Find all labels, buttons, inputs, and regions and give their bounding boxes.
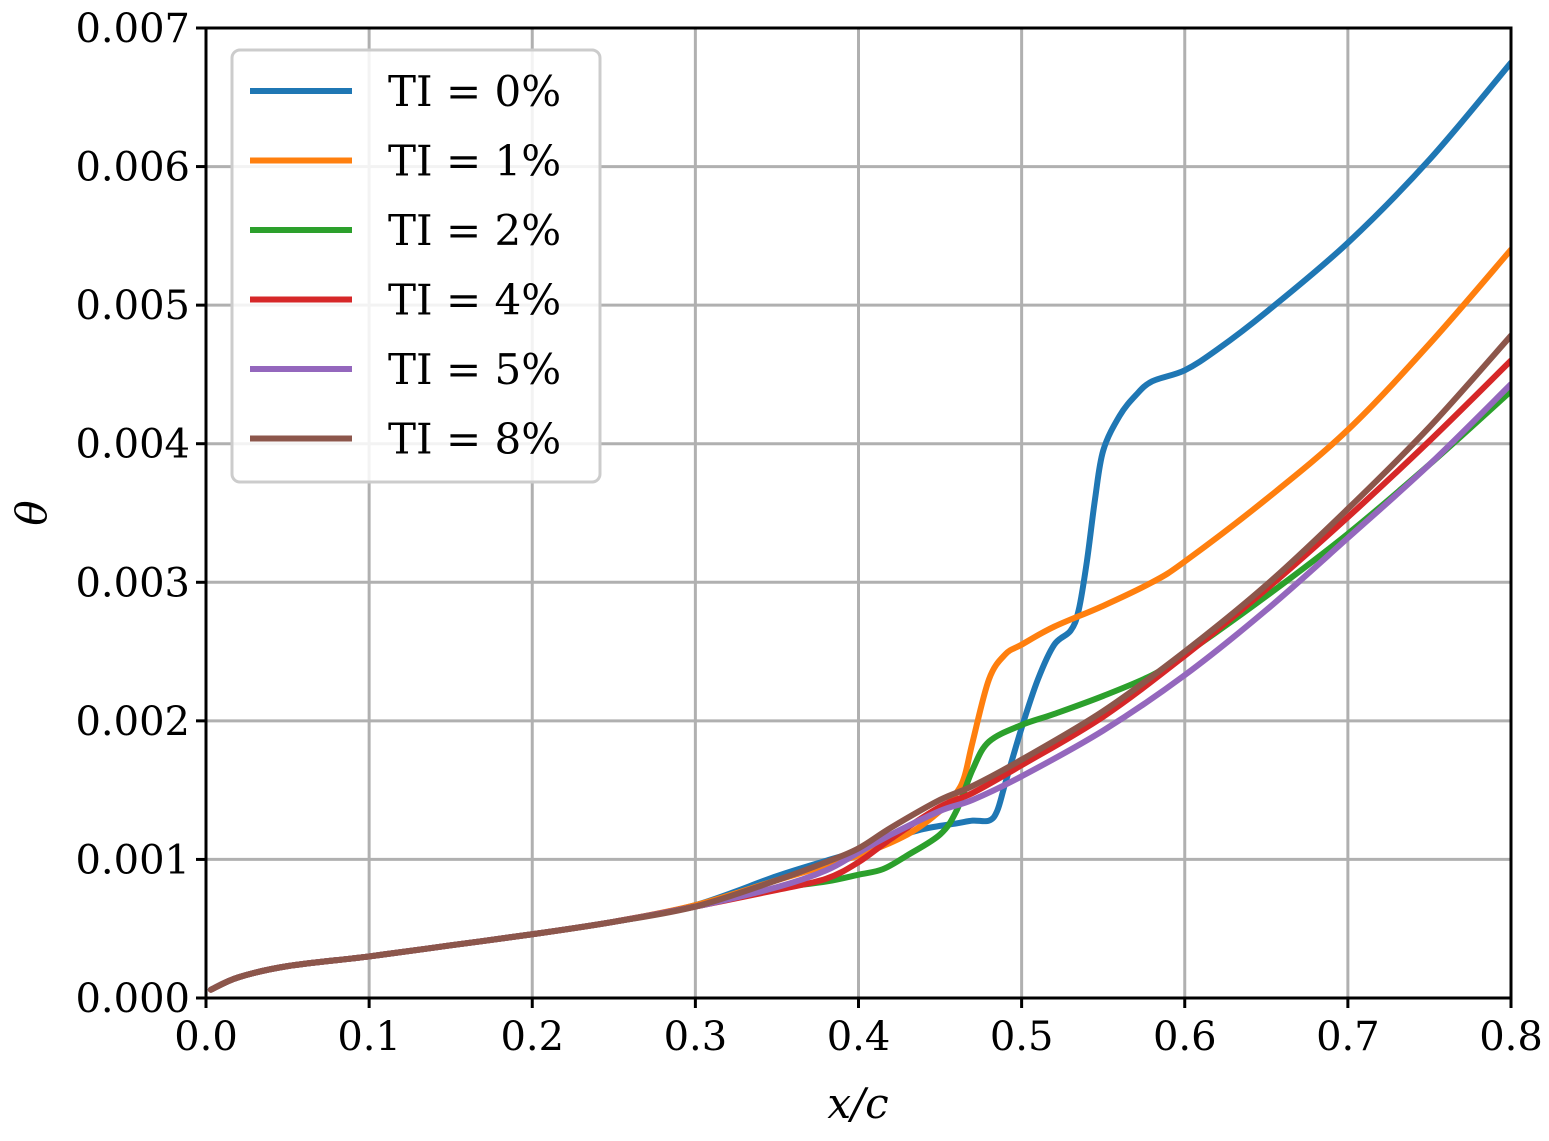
x-tick-label: 0.4 — [827, 1014, 891, 1060]
y-tick-label: 0.004 — [75, 422, 190, 468]
x-tick-label: 0.5 — [990, 1014, 1054, 1060]
y-axis-label: θ — [7, 500, 56, 525]
y-tick-label: 0.005 — [75, 283, 190, 329]
legend-label-3: TI = 4% — [388, 276, 561, 325]
x-tick-label: 0.6 — [1153, 1014, 1217, 1060]
x-tick-label: 0.1 — [337, 1014, 401, 1060]
legend: TI = 0% TI = 1% TI = 2% TI = 4% TI = 5% TI = … — [230, 48, 602, 484]
y-tick-label: 0.002 — [75, 699, 190, 745]
legend-label-1: TI = 1% — [388, 137, 561, 186]
x-tick-label: 0.2 — [500, 1014, 564, 1060]
tick-labels: 0.0 0.1 0.2 0.3 0.4 0.5 0.6 0.7 0.8 0.000 0.001 0.0… — [75, 6, 1542, 1060]
y-tick-label: 0.006 — [75, 145, 190, 191]
legend-label-0: TI = 0% — [388, 67, 561, 116]
series-group — [207, 59, 1511, 993]
y-tick-label: 0.007 — [75, 6, 190, 52]
series-line-5 — [207, 332, 1511, 993]
x-tick-label: 0.0 — [174, 1014, 238, 1060]
x-tick-label: 0.3 — [664, 1014, 728, 1060]
ticks — [196, 26, 1513, 1008]
x-tick-label: 0.7 — [1316, 1014, 1380, 1060]
legend-items: TI = 0% TI = 1% TI = 2% TI = 4% TI = 5% TI = … — [250, 67, 561, 464]
y-tick-label: 0.000 — [75, 976, 190, 1022]
legend-label-4: TI = 5% — [388, 345, 561, 394]
x-tick-label: 0.8 — [1479, 1014, 1543, 1060]
legend-label-2: TI = 2% — [388, 206, 561, 255]
x-axis-label: x/c — [827, 1079, 888, 1128]
y-tick-label: 0.001 — [75, 837, 190, 883]
legend-label-5: TI = 8% — [388, 415, 561, 464]
y-tick-label: 0.003 — [75, 560, 190, 606]
